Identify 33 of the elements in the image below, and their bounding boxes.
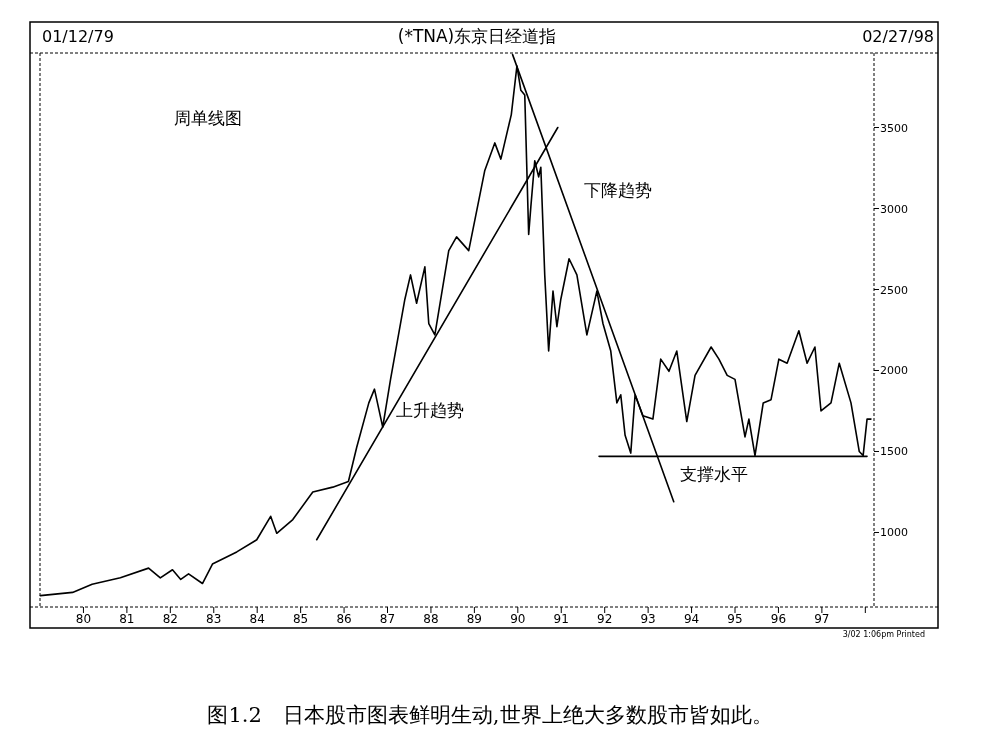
x-tick-label: 91 [553, 612, 569, 626]
x-tick-label: 84 [249, 612, 265, 626]
x-tick-label: 96 [770, 612, 787, 626]
y-tick-label: 2000 [880, 364, 908, 378]
x-tick-label: 97 [814, 612, 830, 626]
x-tick-label: 95 [727, 612, 743, 626]
y-tick-label: 1500 [880, 445, 908, 459]
text: 02/27/98 [862, 27, 934, 46]
y-tick-label: 1000 [880, 526, 908, 540]
annotation: 下降趋势 [584, 180, 652, 200]
x-tick-label: 82 [162, 612, 178, 626]
text: 周单线图 [174, 108, 242, 128]
x-tick-label: 93 [640, 612, 656, 626]
x-tick-label: 90 [510, 612, 526, 626]
x-tick-label: 87 [379, 612, 396, 626]
annotation: 上升趋势 [396, 400, 464, 420]
x-tick-label: 88 [423, 612, 439, 626]
x-tick-label: 81 [119, 612, 135, 626]
y-tick-label: 3500 [880, 121, 908, 135]
x-tick-label: 80 [75, 612, 92, 626]
x-tick-label: 94 [683, 612, 700, 626]
x-tick-label: 89 [466, 612, 483, 626]
text: 01/12/79 [42, 27, 114, 46]
x-tick-label: 86 [336, 612, 352, 626]
text: 3/02 1:06pm Printed [842, 630, 925, 639]
x-tick-label: 85 [292, 612, 309, 626]
caption: 图1.2 日本股市图表鲜明生动,世界上绝大多数股市皆如此。 [207, 703, 773, 727]
y-tick-label: 2500 [880, 283, 908, 297]
x-tick-label: 83 [206, 612, 222, 626]
x-tick-label: 92 [597, 612, 613, 626]
annotation: 支撑水平 [680, 464, 748, 484]
y-tick-label: 3000 [880, 202, 908, 216]
chart-title: (*TNA)东京日经道指 [397, 26, 557, 46]
